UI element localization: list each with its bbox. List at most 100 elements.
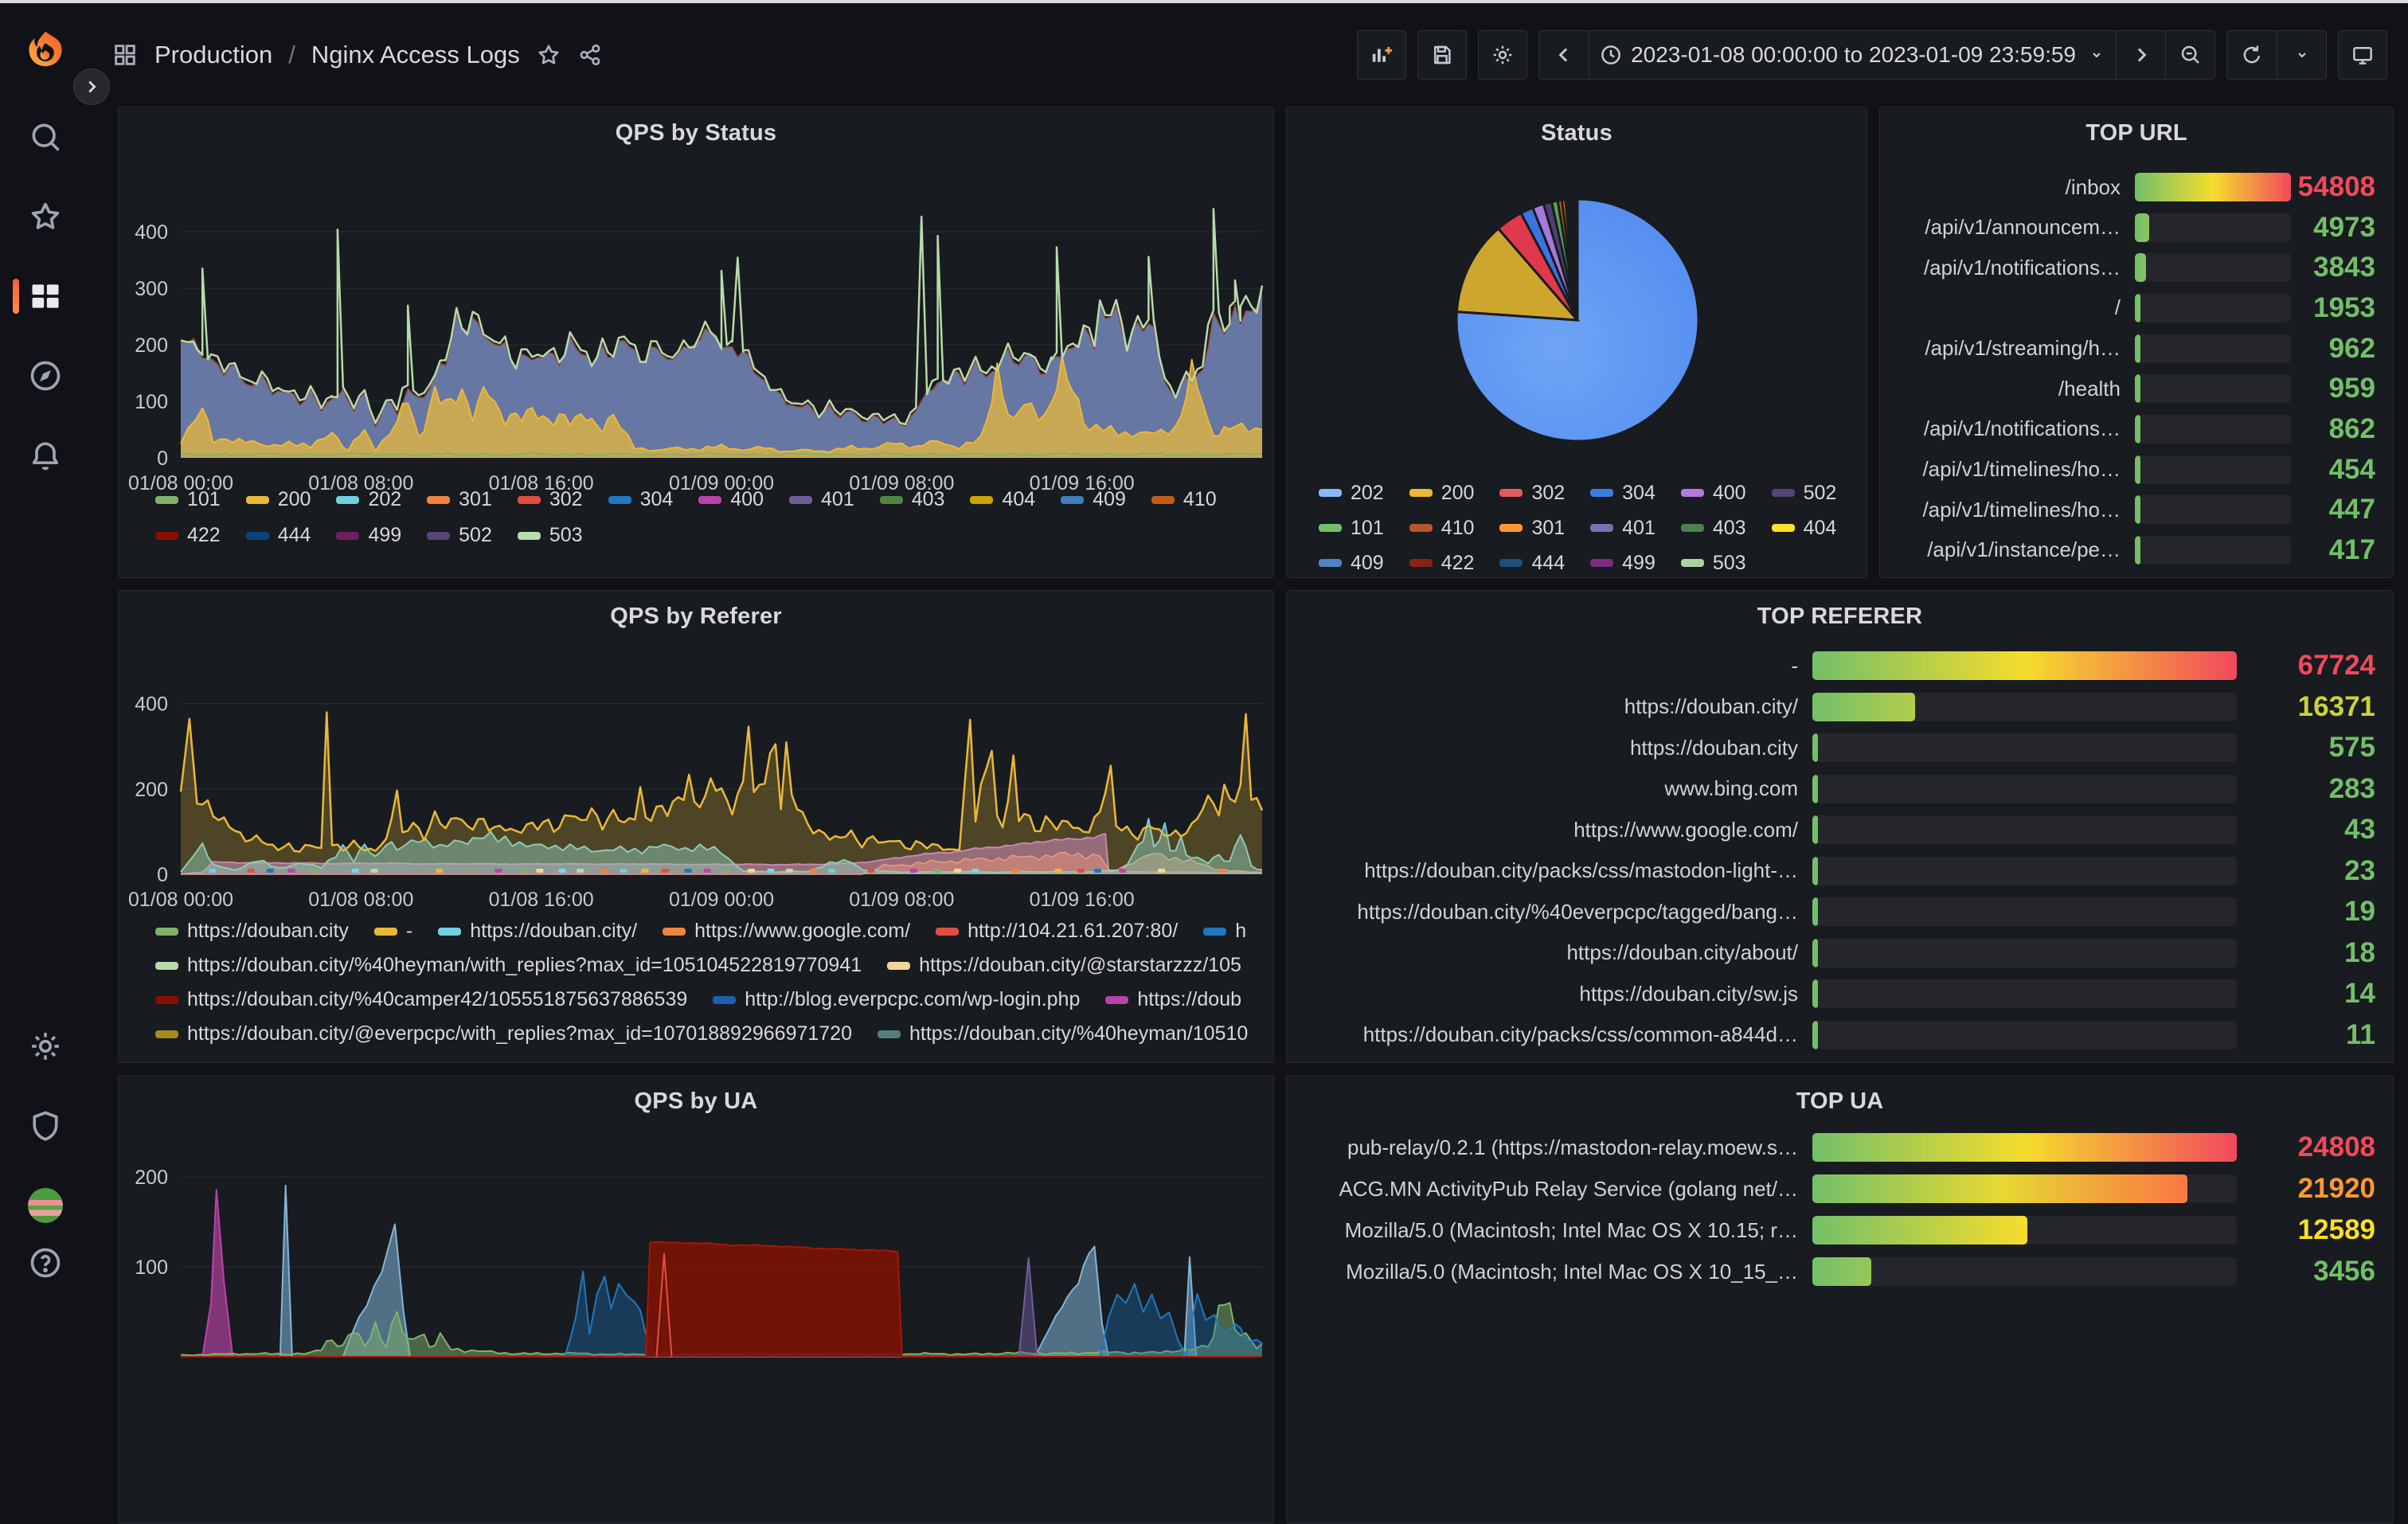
- legend-item[interactable]: 200: [246, 488, 311, 511]
- dashboard-settings-button[interactable]: [1478, 30, 1527, 80]
- legend-item[interactable]: 422: [1409, 552, 1475, 575]
- expand-menu-button[interactable]: [73, 68, 110, 105]
- add-panel-button[interactable]: [1357, 30, 1406, 80]
- legend-item[interactable]: 422: [155, 524, 221, 547]
- legend-item[interactable]: https://douban.city: [155, 920, 349, 943]
- grafana-logo-icon[interactable]: [22, 29, 68, 75]
- panel-title[interactable]: TOP REFERER: [1287, 591, 2393, 630]
- save-dashboard-button[interactable]: [1417, 30, 1467, 80]
- breadcrumb-section[interactable]: Production: [154, 41, 272, 69]
- search-icon[interactable]: [28, 119, 63, 154]
- bar-track: [2135, 374, 2291, 403]
- legend-swatch: [608, 496, 631, 504]
- legend-item[interactable]: 503: [518, 524, 583, 547]
- time-range-forward-button[interactable]: [2116, 31, 2165, 79]
- legend-item[interactable]: 404: [970, 488, 1035, 511]
- share-icon[interactable]: [577, 42, 603, 68]
- panel-title[interactable]: TOP URL: [1880, 107, 2393, 147]
- bar-track: [2135, 536, 2291, 565]
- panel-title[interactable]: QPS by Status: [119, 107, 1273, 147]
- panel-title[interactable]: QPS by Referer: [119, 591, 1273, 630]
- time-range-back-button[interactable]: [1539, 31, 1589, 79]
- legend-item[interactable]: https://douban.city/: [438, 920, 637, 943]
- refresh-button[interactable]: [2227, 31, 2277, 79]
- cycle-view-mode-button[interactable]: [2338, 30, 2387, 80]
- legend-item[interactable]: http://104.21.61.207:80/: [936, 920, 1178, 943]
- legend-item[interactable]: h: [1203, 920, 1246, 943]
- zoom-out-time-button[interactable]: [2165, 31, 2214, 79]
- chevron-down-icon: [2087, 45, 2106, 64]
- legend-item[interactable]: 499: [336, 524, 401, 547]
- legend-item[interactable]: 404: [1772, 517, 1837, 540]
- star-dashboard-icon[interactable]: [536, 42, 561, 68]
- explore-compass-icon[interactable]: [28, 358, 63, 393]
- legend-item[interactable]: https://douban.city/@everpcpc/with_repli…: [155, 1022, 852, 1045]
- legend-item[interactable]: 444: [1499, 552, 1565, 575]
- bar-label: https://douban.city/sw.js: [1303, 982, 1812, 1006]
- configuration-gear-icon[interactable]: [28, 1029, 63, 1064]
- help-icon[interactable]: [28, 1245, 63, 1280]
- legend-item[interactable]: 502: [427, 524, 492, 547]
- legend-item[interactable]: https://douban.city/%40camper42/10555187…: [155, 988, 687, 1011]
- legend-item[interactable]: https://douban.city/@starstarzzz/105: [887, 954, 1241, 977]
- legend-item[interactable]: 200: [1409, 482, 1475, 505]
- panel-title[interactable]: QPS by UA: [119, 1076, 1273, 1115]
- legend-item[interactable]: https://douban.city/%40heyman/10510: [878, 1022, 1248, 1045]
- svg-text:200: 200: [135, 334, 168, 357]
- legend-item[interactable]: 410: [1409, 517, 1475, 540]
- user-avatar[interactable]: [28, 1188, 63, 1223]
- legend-item[interactable]: 302: [518, 488, 583, 511]
- legend-item[interactable]: 499: [1590, 552, 1656, 575]
- legend-item[interactable]: -: [374, 920, 412, 943]
- legend-label: http://104.21.61.207:80/: [968, 920, 1178, 943]
- legend-item[interactable]: 304: [608, 488, 674, 511]
- bar-gauge-row: https://douban.city/about/18: [1303, 937, 2380, 969]
- alerting-bell-icon[interactable]: [28, 438, 63, 473]
- legend-item[interactable]: 444: [246, 524, 311, 547]
- legend-item[interactable]: 403: [880, 488, 945, 511]
- legend-label: 404: [1002, 488, 1035, 511]
- bar-gauge-row: /api/v1/notifications…862: [1896, 413, 2380, 445]
- legend-row: 202 200 302 304 400 502: [1319, 475, 1854, 510]
- legend-item[interactable]: 503: [1681, 552, 1746, 575]
- legend-item[interactable]: 400: [698, 488, 764, 511]
- legend-item[interactable]: 403: [1681, 517, 1746, 540]
- svg-text:01/08 08:00: 01/08 08:00: [308, 889, 413, 911]
- starred-icon[interactable]: [28, 199, 63, 234]
- legend-item[interactable]: 409: [1319, 552, 1384, 575]
- legend-item[interactable]: https://www.google.com/: [663, 920, 910, 943]
- pie-chart-canvas[interactable]: [1287, 107, 1867, 458]
- bar-track: [2135, 495, 2291, 524]
- legend-item[interactable]: 401: [789, 488, 854, 511]
- legend-item[interactable]: 400: [1681, 482, 1746, 505]
- legend-item[interactable]: 502: [1772, 482, 1837, 505]
- legend-item[interactable]: 202: [336, 488, 401, 511]
- legend-item[interactable]: 410: [1151, 488, 1217, 511]
- legend-label: 400: [730, 488, 764, 511]
- bar-label: Mozilla/5.0 (Macintosh; Intel Mac OS X 1…: [1303, 1260, 1812, 1284]
- breadcrumb-page[interactable]: Nginx Access Logs: [311, 41, 520, 69]
- legend-item[interactable]: 401: [1590, 517, 1656, 540]
- refresh-interval-dropdown[interactable]: [2277, 31, 2326, 79]
- legend-item[interactable]: 301: [1499, 517, 1565, 540]
- dashboards-icon[interactable]: [28, 279, 63, 314]
- bar-gauge-row: /api/v1/instance/pe…417: [1896, 534, 2380, 566]
- panel-title[interactable]: TOP UA: [1287, 1076, 2393, 1115]
- legend-item[interactable]: 101: [155, 488, 221, 511]
- legend-item[interactable]: https://douban.city/%40heyman/with_repli…: [155, 954, 862, 977]
- legend-item[interactable]: 304: [1590, 482, 1656, 505]
- legend-item[interactable]: https://doub: [1105, 988, 1241, 1011]
- time-range-picker[interactable]: 2023-01-08 00:00:00 to 2023-01-09 23:59:…: [1589, 31, 2116, 79]
- legend-item[interactable]: 409: [1061, 488, 1126, 511]
- bar-fill: [1812, 1174, 2187, 1203]
- legend-item[interactable]: 302: [1499, 482, 1565, 505]
- legend-item[interactable]: 101: [1319, 517, 1384, 540]
- legend-item[interactable]: http://blog.everpcpc.com/wp-login.php: [713, 988, 1080, 1011]
- legend-item[interactable]: 202: [1319, 482, 1384, 505]
- legend-item[interactable]: 301: [427, 488, 492, 511]
- server-admin-shield-icon[interactable]: [28, 1108, 63, 1143]
